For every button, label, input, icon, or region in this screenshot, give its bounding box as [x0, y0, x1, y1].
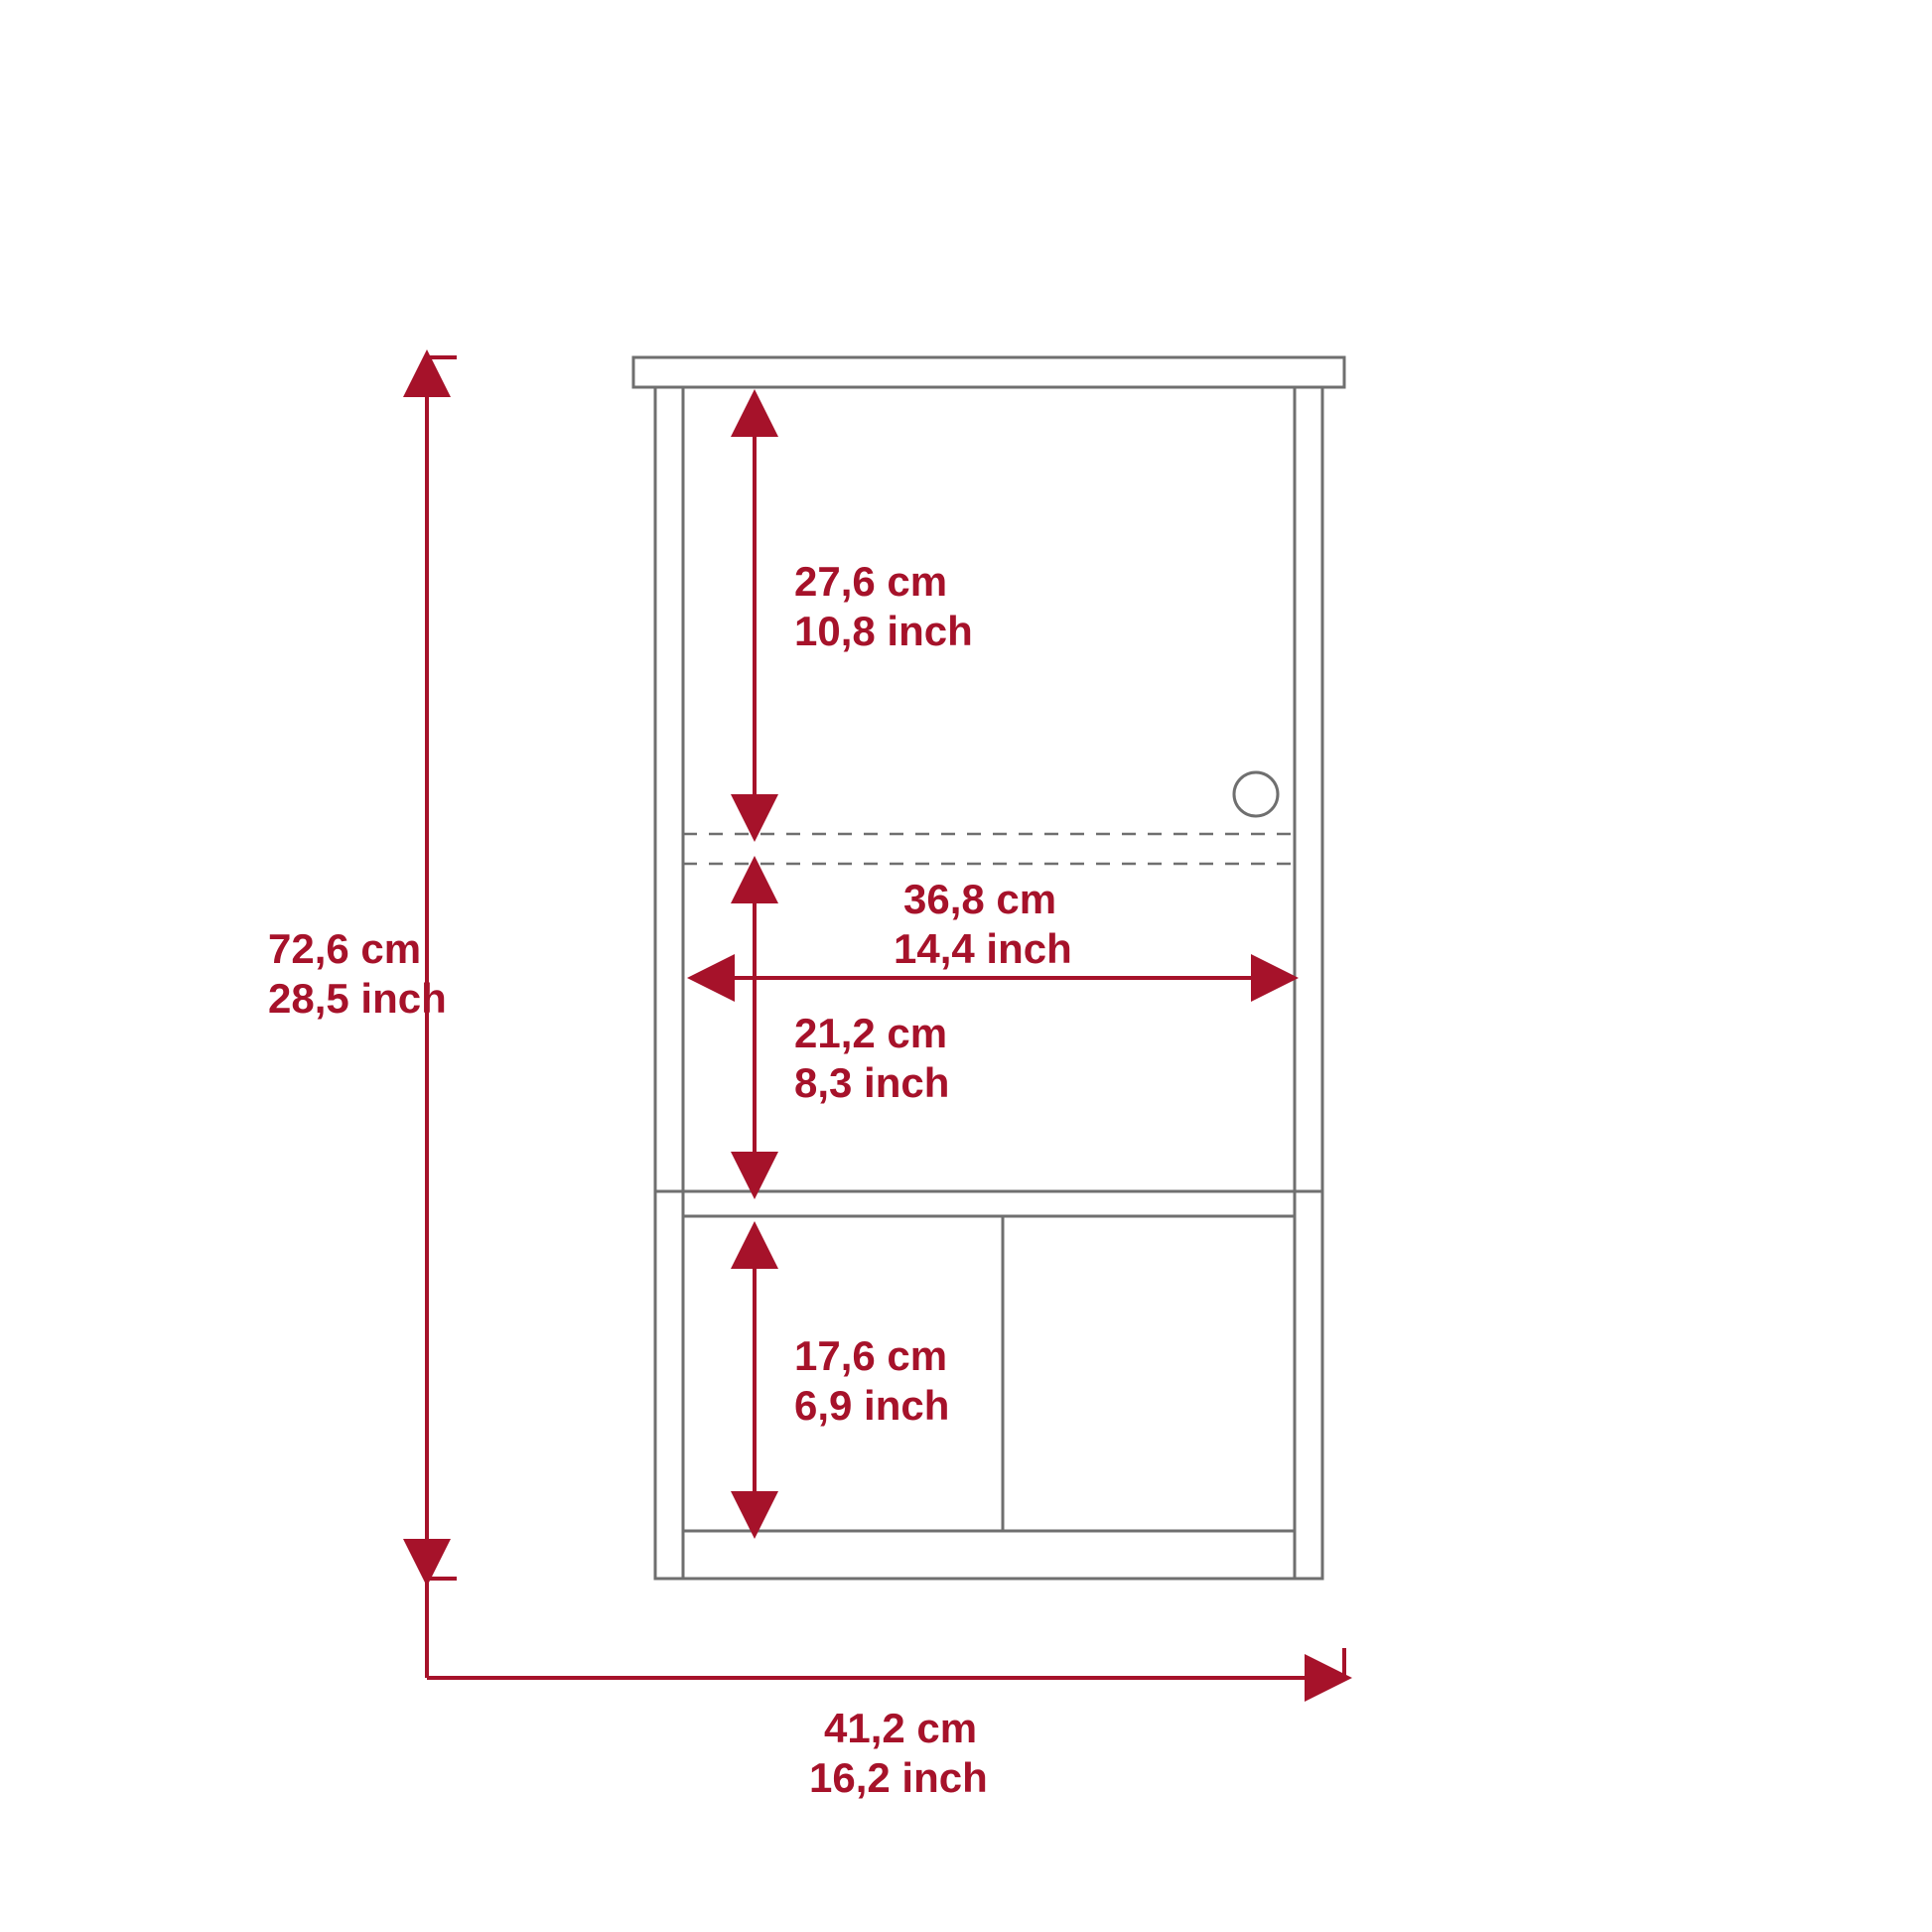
dim-mid-height-cm: 21,2 cm — [794, 1010, 947, 1056]
dim-inner-width-in: 14,4 inch — [894, 925, 1072, 972]
dim-inner-width: 36,8 cm 14,4 inch — [695, 876, 1291, 978]
dim-lower-height-cm: 17,6 cm — [794, 1332, 947, 1379]
dim-mid-height-in: 8,3 inch — [794, 1059, 949, 1106]
dimension-diagram: 72,6 cm 28,5 inch 41,2 cm 16,2 inch 27,6… — [0, 0, 1932, 1932]
dim-overall-height-in: 28,5 inch — [268, 975, 447, 1022]
dim-upper-height: 27,6 cm 10,8 inch — [755, 397, 973, 834]
dim-upper-height-in: 10,8 inch — [794, 608, 973, 654]
dim-overall-width-cm: 41,2 cm — [824, 1705, 977, 1751]
dim-overall-width: 41,2 cm 16,2 inch — [427, 1579, 1344, 1801]
dim-overall-width-in: 16,2 inch — [809, 1754, 988, 1801]
dim-inner-width-cm: 36,8 cm — [903, 876, 1056, 922]
dim-lower-height-in: 6,9 inch — [794, 1382, 949, 1429]
dim-overall-height: 72,6 cm 28,5 inch — [268, 357, 457, 1579]
dim-lower-height: 17,6 cm 6,9 inch — [755, 1229, 949, 1531]
dim-upper-height-cm: 27,6 cm — [794, 558, 947, 605]
dim-overall-height-cm: 72,6 cm — [268, 925, 421, 972]
door-handle-icon — [1234, 772, 1278, 816]
